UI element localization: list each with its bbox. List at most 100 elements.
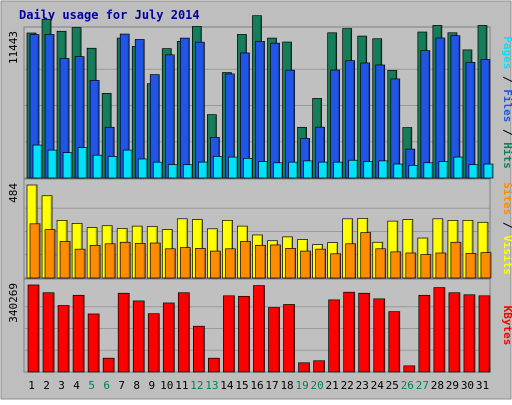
bar-shade: [127, 294, 130, 372]
bar-shade: [371, 162, 373, 178]
bar-shade: [67, 306, 70, 372]
bar-kbytes-day-23: [358, 292, 371, 373]
x-tick-label-day-23: 23: [356, 379, 369, 392]
bar-shade: [83, 250, 86, 278]
bar-shade: [262, 286, 265, 372]
bar-shade: [40, 146, 42, 178]
bar-kbytes-day-30: [463, 294, 476, 373]
bar-shade: [474, 254, 476, 278]
bar-shade: [115, 157, 118, 178]
bar-sites-day-29: [450, 241, 462, 279]
bar-shade: [143, 244, 146, 278]
bar-shade: [413, 150, 415, 178]
bar-shade: [473, 295, 475, 372]
bar-shade: [52, 35, 55, 178]
bar-shade: [202, 43, 205, 178]
bar-shade: [157, 314, 160, 372]
bar-shade: [250, 159, 253, 178]
bar-sites-day-7: [119, 241, 131, 279]
bar-shade: [458, 293, 460, 372]
bar-shade: [491, 165, 493, 178]
x-tick-label-day-22: 22: [341, 379, 354, 392]
bar-shade: [338, 300, 340, 372]
bar-sites-day-14: [225, 248, 236, 279]
bar-shade: [248, 242, 251, 278]
bar-shade: [489, 253, 491, 278]
x-tick-label-day-4: 4: [73, 379, 80, 392]
x-tick-label-day-16: 16: [250, 379, 263, 392]
bar-shade: [399, 252, 401, 278]
bar-sites-day-16: [255, 244, 266, 279]
x-tick-label-day-12: 12: [190, 379, 203, 392]
legend-visits: Visits: [501, 235, 512, 275]
bar-shade: [98, 246, 101, 278]
x-tick-label-day-10: 10: [160, 379, 173, 392]
panel-kbytes-legend: KBytes: [501, 306, 512, 346]
bar-kbytes-day-22: [343, 291, 356, 373]
bar-sites-day-6: [104, 243, 116, 279]
bar-shade: [53, 230, 56, 278]
bar-sites-day-20: [315, 248, 326, 279]
bar-shade: [52, 293, 55, 372]
bar-shade: [187, 293, 190, 372]
legend-pages: Pages: [501, 36, 512, 69]
bar-shade: [202, 327, 205, 372]
bar-sites-day-13: [210, 250, 221, 279]
bar-kbytes-day-1: [27, 284, 40, 373]
bar-shade: [308, 139, 310, 178]
x-tick-label-day-1: 1: [28, 379, 35, 392]
bar-shade: [67, 59, 70, 178]
bar-shade: [386, 161, 388, 178]
bar-shade: [235, 158, 238, 178]
bar-shade: [278, 44, 280, 178]
bar-shade: [459, 243, 461, 278]
bar-shade: [145, 159, 148, 178]
bar-shade: [383, 65, 385, 178]
x-tick-label-day-14: 14: [220, 379, 234, 392]
bar-sites-day-11: [179, 247, 191, 279]
bar-shade: [428, 51, 430, 179]
bar-sites-day-10: [164, 248, 176, 279]
bar-kbytes-day-29: [448, 292, 461, 373]
bar-shade: [218, 252, 221, 278]
x-tick-label-day-3: 3: [58, 379, 65, 392]
x-tick-label-day-31: 31: [476, 379, 489, 392]
bar-shade: [70, 153, 73, 178]
bar-kbytes-day-19: [298, 362, 310, 373]
bar-shade: [112, 128, 115, 178]
x-tick-label-day-5: 5: [88, 379, 95, 392]
bar-shade: [82, 57, 85, 178]
bar-shade: [233, 249, 236, 278]
x-tick-label-day-9: 9: [148, 379, 155, 392]
x-tick-label-day-13: 13: [205, 379, 218, 392]
bar-kbytes-day-9: [147, 313, 160, 373]
bar-shade: [55, 151, 58, 178]
panel-hits-legend: Pages / Files / Hits: [501, 36, 512, 169]
bar-shade: [431, 163, 433, 178]
legend-sites: Sites: [501, 182, 512, 215]
bar-shade: [353, 61, 355, 178]
bar-shade: [488, 60, 490, 178]
bar-shade: [97, 81, 100, 178]
bar-sites-day-24: [375, 248, 387, 279]
bar-shade: [232, 74, 235, 178]
bar-sites-day-5: [89, 244, 101, 279]
bar-kbytes-day-28: [433, 287, 446, 373]
bar-kbytes-day-11: [177, 292, 190, 373]
bar-sites-day-22: [345, 243, 357, 279]
bar-kbytes-day-10: [162, 302, 175, 373]
bar-sites-day-18: [285, 248, 296, 279]
bar-shade: [308, 363, 310, 372]
bar-shade: [97, 314, 100, 372]
legend-hits: Hits: [501, 142, 512, 169]
bar-shade: [356, 161, 358, 178]
bar-shade: [413, 366, 415, 372]
bar-shade: [486, 223, 488, 278]
bar-shade: [173, 249, 176, 278]
bar-sites-day-12: [195, 248, 206, 279]
bar-shade: [341, 163, 343, 178]
x-tick-label-day-6: 6: [103, 379, 110, 392]
x-tick-label-day-25: 25: [386, 379, 399, 392]
bar-shade: [296, 163, 298, 178]
